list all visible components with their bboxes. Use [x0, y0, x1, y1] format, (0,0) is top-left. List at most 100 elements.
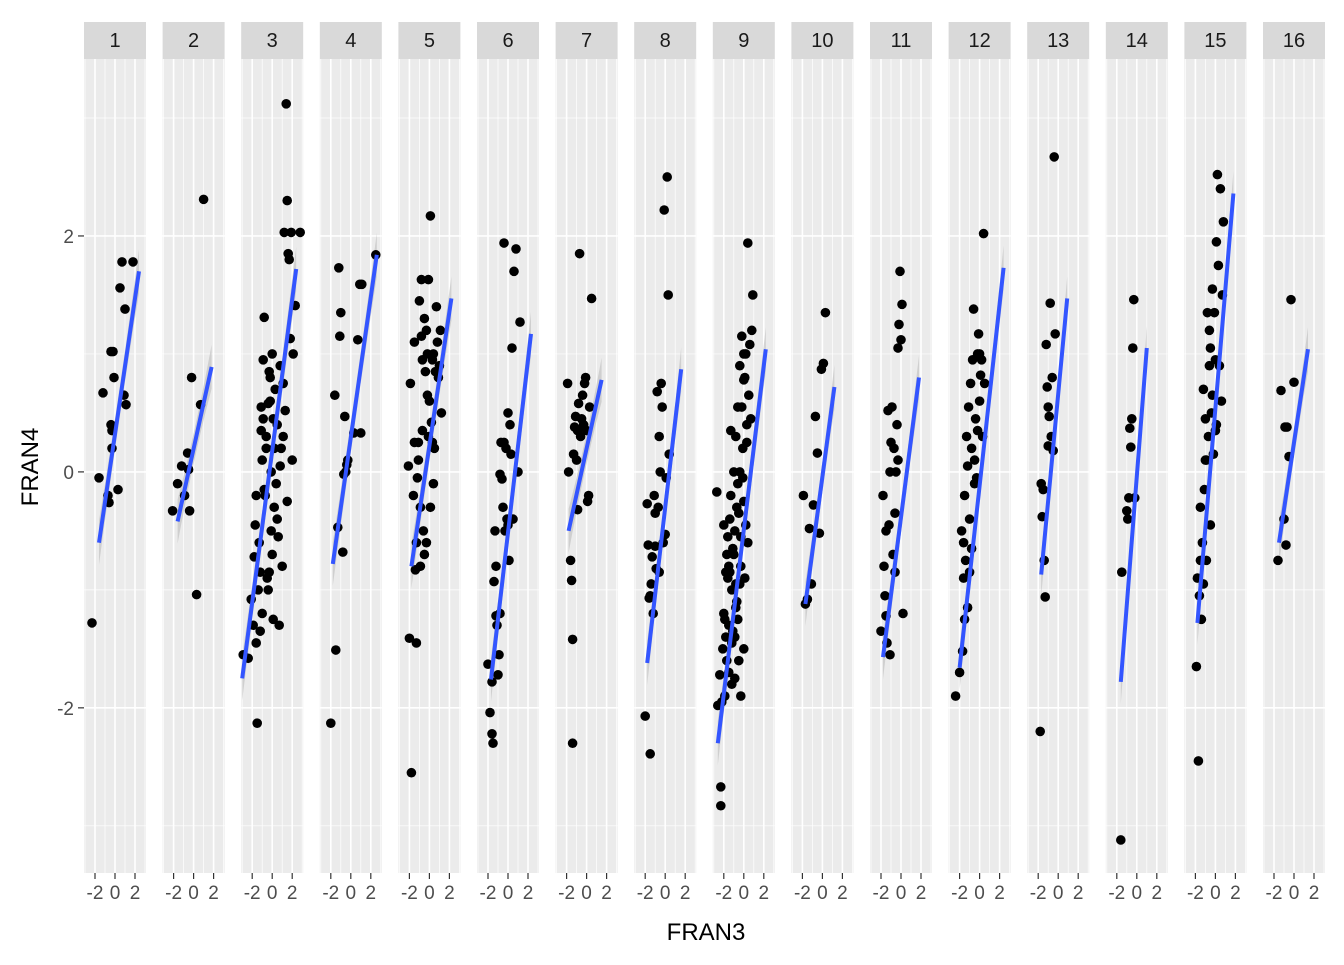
data-point: [715, 670, 725, 680]
data-point: [1276, 385, 1286, 396]
x-tick-label: 0: [424, 883, 435, 904]
data-point: [739, 349, 749, 359]
facet-strip: [1263, 22, 1325, 59]
data-point: [1286, 294, 1296, 305]
data-point: [973, 329, 984, 339]
data-point: [117, 257, 127, 267]
data-point: [748, 290, 758, 300]
data-point: [580, 372, 591, 383]
data-point: [654, 431, 664, 442]
data-point: [172, 478, 183, 489]
data-point: [419, 549, 430, 560]
data-point: [956, 526, 967, 536]
fit-line: [881, 377, 921, 658]
data-point: [645, 749, 655, 759]
data-point: [251, 490, 261, 501]
x-tick-label: 0: [817, 883, 828, 904]
data-point: [335, 331, 345, 342]
data-point: [642, 498, 652, 509]
data-point: [732, 502, 742, 513]
data-point: [330, 390, 340, 401]
data-point: [572, 425, 583, 436]
data-point: [979, 378, 990, 389]
x-tick-label: -2: [1030, 883, 1047, 904]
data-point: [491, 561, 501, 572]
data-point: [583, 490, 594, 501]
x-tick-label: 0: [110, 883, 121, 904]
data-point: [113, 484, 123, 495]
data-point: [511, 244, 521, 254]
data-point: [730, 526, 740, 536]
data-point: [879, 561, 889, 572]
x-tick-label: 2: [837, 883, 848, 904]
data-point: [964, 514, 975, 524]
data-point: [409, 337, 420, 347]
y-axis-title: FRAN4: [17, 428, 44, 507]
data-point: [280, 405, 291, 416]
data-point: [735, 467, 745, 477]
data-point: [798, 490, 809, 501]
data-point: [1204, 360, 1215, 371]
data-point: [425, 502, 436, 513]
data-point: [428, 349, 439, 359]
data-point: [818, 358, 829, 369]
data-point: [1218, 217, 1229, 227]
facet-strip-label: 16: [1283, 30, 1305, 52]
facet-strip: [398, 22, 461, 59]
data-point: [417, 355, 428, 365]
data-point: [1035, 726, 1045, 737]
data-point: [885, 649, 895, 660]
data-point: [743, 537, 753, 548]
x-tick-label: 0: [503, 883, 514, 904]
data-point: [251, 638, 261, 648]
data-point: [331, 645, 341, 655]
data-point: [894, 319, 904, 330]
data-point: [257, 455, 268, 465]
data-point: [255, 626, 265, 636]
fit-line: [409, 298, 454, 567]
x-tick-label: -2: [637, 883, 654, 904]
data-point: [503, 408, 513, 418]
data-point: [586, 293, 597, 304]
data-point: [729, 549, 739, 560]
data-point: [969, 478, 980, 489]
x-tick-label: -2: [87, 883, 104, 904]
data-point: [425, 211, 436, 221]
data-point: [891, 467, 901, 477]
data-point: [730, 673, 740, 684]
data-point: [962, 461, 973, 471]
data-point: [1044, 411, 1054, 422]
data-point: [287, 455, 298, 465]
data-point: [978, 228, 989, 239]
facet-panel: 15 -2 0 2: [1184, 22, 1247, 904]
data-point: [257, 608, 268, 619]
data-point: [485, 707, 495, 718]
data-point: [1213, 260, 1224, 271]
x-tick-label: 0: [581, 883, 592, 904]
facet-strip-label: 1: [109, 30, 120, 52]
data-point: [712, 487, 722, 497]
data-point: [740, 372, 750, 383]
x-tick-label: 0: [1053, 883, 1064, 904]
data-point: [1047, 372, 1057, 383]
data-point: [495, 469, 505, 480]
data-point: [742, 437, 752, 448]
x-tick-label: -2: [558, 883, 575, 904]
data-point: [261, 443, 272, 454]
data-point: [408, 490, 419, 501]
data-point: [403, 461, 414, 471]
data-point: [493, 670, 503, 680]
data-point: [662, 172, 672, 182]
data-point: [577, 390, 588, 401]
data-point: [1281, 540, 1291, 550]
data-point: [880, 590, 890, 601]
data-point: [167, 506, 178, 516]
data-point: [645, 590, 655, 601]
data-point: [1207, 284, 1218, 294]
data-point: [1043, 402, 1053, 412]
x-tick-label: 2: [680, 883, 691, 904]
facet-panel: 5 -2 0 2: [398, 22, 461, 904]
data-point: [436, 408, 447, 418]
x-axis-title: FRAN3: [667, 919, 746, 946]
